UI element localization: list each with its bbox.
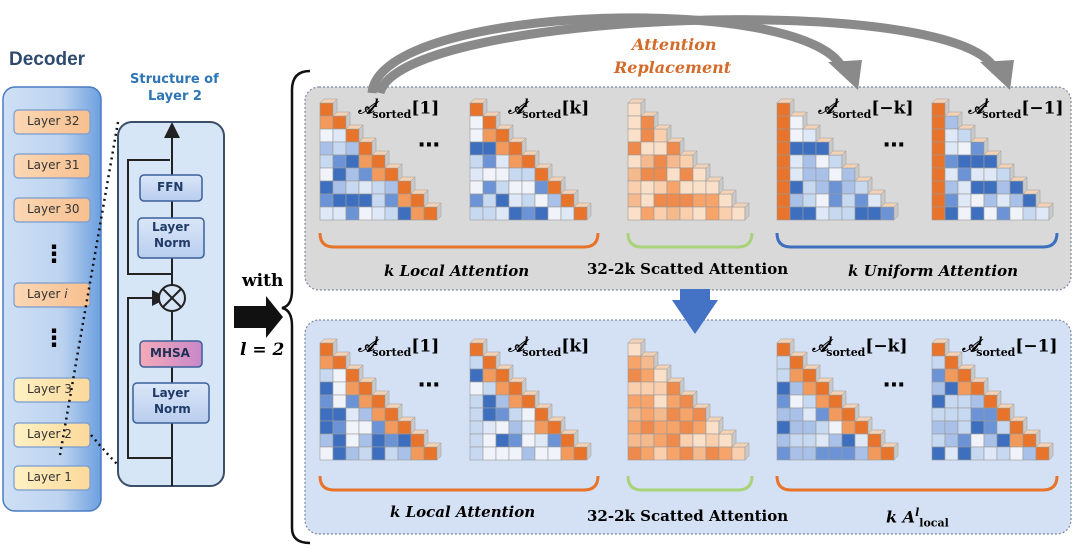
top-scatted-bracket: [626, 232, 754, 249]
curly-brace: [281, 69, 311, 545]
attention-matrix: [469, 338, 592, 461]
attention-matrix: [319, 338, 442, 461]
matrix-label: 𝒜lsorted[k]: [508, 97, 590, 122]
right-arrow-icon: [234, 296, 283, 338]
residual-connection-upper: [127, 159, 172, 275]
ellipsis: ⋯: [418, 133, 440, 158]
layer-norm-bottom-label-2: Norm: [154, 402, 191, 416]
decoder-layer-label: Layer 30: [27, 202, 80, 216]
decoder-ellipsis: ⋮: [42, 240, 66, 268]
decoder-ellipsis: ⋮: [42, 324, 66, 352]
attention-matrix: [776, 338, 899, 461]
l-equals-label: l = 2: [240, 340, 285, 360]
matrix-label: 𝒜lsorted[1]: [358, 97, 440, 122]
attention-matrix: [776, 98, 899, 221]
decoder-layer-box: [13, 422, 91, 448]
replacement-label-line2: Replacement: [614, 58, 732, 77]
decoder-layer-label: Layer 31: [27, 158, 80, 172]
layer-norm-top-label-2: Norm: [154, 236, 191, 250]
matrix-label: 𝒜lsorted[−1]: [962, 335, 1058, 360]
top-caption-scatted: 32-2k Scatted Attention: [587, 260, 789, 278]
top-local-bracket: [318, 232, 600, 249]
ellipsis: ⋯: [883, 373, 905, 398]
bottom-caption-scatted: 32-2k Scatted Attention: [587, 507, 789, 525]
bottom-local-bracket: [318, 475, 600, 492]
structure-title-line1: Structure of: [130, 72, 219, 87]
layer-norm-top-box: [137, 217, 205, 259]
decoder-layer-label: Layer i: [27, 287, 68, 301]
dotted-connector-lower: [90, 434, 119, 466]
matrix-label: 𝒜lsorted[−k]: [818, 97, 914, 122]
matrix-label: 𝒜lsorted[k]: [508, 335, 590, 360]
decoder-layer-box: [13, 153, 91, 179]
top-caption-uniform: k Uniform Attention: [848, 262, 1018, 280]
layer-norm-bottom-label-1: Layer: [152, 386, 190, 400]
bottom-klocal-bracket: [775, 475, 1059, 492]
mhsa-label: MHSA: [150, 346, 190, 360]
top-caption-local: k Local Attention: [384, 262, 530, 280]
ellipsis: ⋯: [883, 133, 905, 158]
attention-matrix: [627, 338, 750, 461]
top-uniform-bracket: [775, 232, 1059, 249]
decoder-layer-box: [13, 109, 91, 135]
decoder-layer-box: [13, 197, 91, 223]
mhsa-box: [139, 340, 203, 368]
replacement-arrow-1: [367, 13, 849, 94]
decoder-layer-label: Layer 1: [27, 470, 72, 484]
layer-norm-top-label-1: Layer: [152, 220, 190, 234]
ellipsis: ⋯: [418, 373, 440, 398]
attention-matrix: [931, 338, 1054, 461]
replacement-arrow-2: [375, 15, 1001, 95]
ffn-box: [139, 174, 203, 202]
attention-matrix: [469, 98, 592, 221]
structure-title-line2: Layer 2: [148, 89, 202, 104]
down-arrow-icon: [672, 289, 718, 334]
attention-matrix: [627, 98, 750, 221]
decoder-layer-box: [13, 465, 91, 491]
ffn-label: FFN: [157, 180, 184, 194]
dotted-connector-upper: [58, 121, 120, 456]
attention-matrix: [931, 98, 1054, 221]
matrix-label: 𝒜lsorted[−k]: [812, 335, 908, 360]
bottom-caption-klocal: k Allocal: [886, 506, 949, 530]
residual-connection-lower: [127, 290, 172, 459]
matrix-label: 𝒜lsorted[−1]: [968, 97, 1064, 122]
decoder-layer-label: Layer 32: [27, 114, 80, 128]
decoder-layer-label: Layer 3: [27, 382, 72, 396]
with-label: with: [242, 271, 284, 291]
attention-matrix: [319, 98, 442, 221]
decoder-layer-label: Layer 2: [27, 427, 72, 441]
decoder-layer-box: [13, 282, 91, 308]
decoder-title: Decoder: [9, 49, 86, 70]
layer-norm-bottom-box: [132, 382, 210, 424]
bottom-scatted-bracket: [626, 475, 754, 492]
matrix-label: 𝒜lsorted[1]: [358, 335, 440, 360]
replacement-label-line1: Attention: [632, 35, 717, 54]
bottom-caption-local: k Local Attention: [390, 503, 536, 521]
